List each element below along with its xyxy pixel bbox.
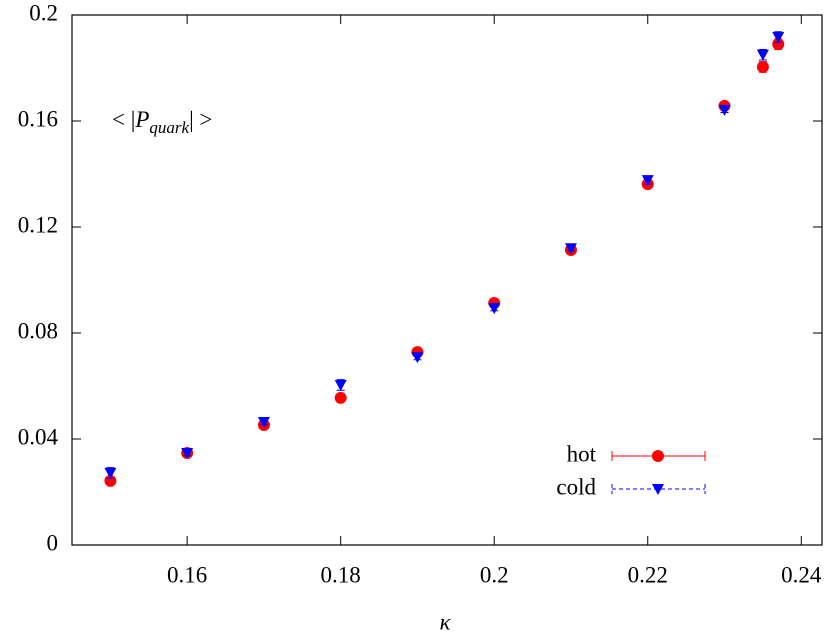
annotation: < |Pquark| > xyxy=(112,107,212,137)
x-tick-label: 0.2 xyxy=(480,562,509,587)
y-tick-label: 0 xyxy=(47,530,59,555)
legend-label: hot xyxy=(567,441,597,466)
legend-marker xyxy=(652,450,664,462)
y-tick-label: 0.04 xyxy=(18,424,59,449)
point xyxy=(488,303,501,315)
legend-label: cold xyxy=(556,474,596,499)
annotation-suffix: | > xyxy=(189,107,212,132)
y-tick-label: 0.16 xyxy=(18,106,58,131)
point xyxy=(104,467,117,479)
point xyxy=(564,243,577,255)
point xyxy=(756,60,769,73)
x-axis-label: κ xyxy=(439,609,451,634)
legend-line xyxy=(611,484,706,494)
x-tick-label: 0.18 xyxy=(321,562,361,587)
annotation-subscript: quark xyxy=(149,118,189,137)
point xyxy=(772,31,785,43)
x-tick-label: 0.16 xyxy=(167,562,207,587)
point xyxy=(641,175,654,187)
point xyxy=(334,379,347,391)
point xyxy=(718,104,731,116)
point xyxy=(181,448,194,460)
point xyxy=(756,49,769,61)
y-tick-label: 0.08 xyxy=(18,318,58,343)
annotation-symbol: P xyxy=(134,107,149,132)
x-tick-label: 0.24 xyxy=(781,562,822,587)
point xyxy=(772,38,785,51)
x-tick-label: 0.22 xyxy=(628,562,668,587)
y-tick-label: 0.2 xyxy=(29,0,58,25)
annotation-prefix: < | xyxy=(112,107,135,132)
legend-marker xyxy=(652,484,664,495)
point xyxy=(334,391,347,404)
y-tick-label: 0.12 xyxy=(18,212,58,237)
plot-frame xyxy=(71,14,823,546)
point xyxy=(257,417,270,429)
point xyxy=(411,352,424,364)
